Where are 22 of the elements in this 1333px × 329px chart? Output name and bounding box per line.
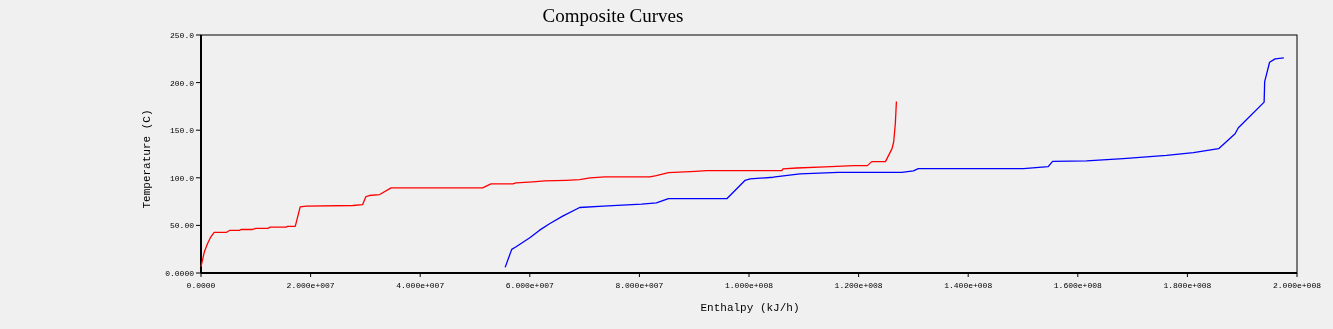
y-axis-title: Temperature (C) bbox=[141, 109, 153, 209]
y-tick-label: 200.0 bbox=[169, 78, 195, 88]
x-tick-label: 8.000e+007 bbox=[615, 281, 664, 290]
y-tick-label: 50.00 bbox=[169, 221, 195, 231]
x-tick-label: 6.000e+007 bbox=[505, 281, 554, 290]
x-tick-label: 2.000e+007 bbox=[286, 281, 335, 290]
y-tick-label: 100.0 bbox=[169, 173, 195, 183]
x-tick-label: 1.600e+008 bbox=[1053, 281, 1102, 290]
y-tick-label: 250.0 bbox=[169, 31, 195, 40]
y-tick-label: 150.0 bbox=[169, 126, 195, 136]
x-tick-label: 1.800e+008 bbox=[1163, 281, 1212, 290]
x-tick-label: 1.200e+008 bbox=[834, 281, 883, 290]
x-tick-label: 1.400e+008 bbox=[944, 281, 993, 290]
line-series bbox=[504, 57, 1285, 269]
x-axis-title: Enthalpy (kJ/h) bbox=[700, 302, 800, 314]
x-tick-label: 1.000e+008 bbox=[724, 281, 774, 290]
chart-title: Composite Curves bbox=[542, 5, 684, 26]
y-tick-label: 0.0000 bbox=[165, 269, 195, 278]
x-tick-label: 0.0000 bbox=[186, 281, 216, 290]
line-series bbox=[200, 100, 898, 268]
x-tick-label: 4.000e+007 bbox=[396, 281, 445, 290]
x-tick-label: 2.000e+008 bbox=[1272, 281, 1322, 290]
